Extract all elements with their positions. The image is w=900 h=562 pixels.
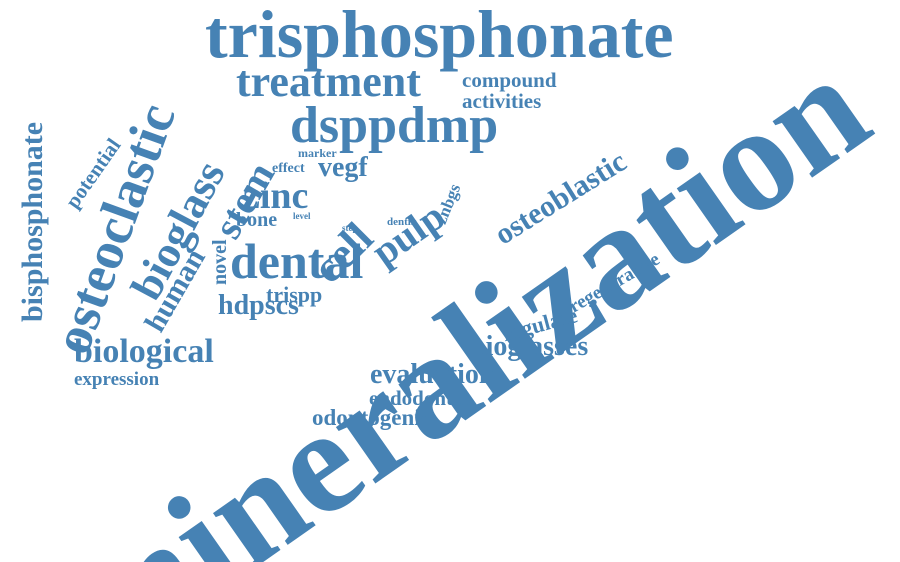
word-step: step — [342, 224, 358, 233]
word-dentin: dentin — [387, 217, 417, 228]
word-bisphosphonate: bisphosphonate — [18, 122, 48, 322]
word-znbgs: znbgs — [432, 181, 463, 226]
word-evaluation: evaluation — [370, 361, 494, 389]
word-level: level — [293, 212, 311, 221]
word-compound: compound — [462, 70, 557, 91]
word-dental: dental — [230, 236, 363, 286]
word-dsppdmp: dsppdmp — [290, 100, 498, 152]
word-bone: bone — [236, 210, 277, 230]
word-vegf: vegf — [318, 154, 368, 182]
word-novel: novel — [210, 239, 230, 285]
word-odontogenic: odontogenic — [312, 406, 431, 429]
word-trispp: trispp — [266, 284, 322, 306]
word-bioglasses: bioglasses — [470, 333, 588, 361]
word-biological: biological — [74, 335, 214, 369]
word-effect: effect — [272, 162, 305, 176]
word-expression: expression — [74, 370, 159, 389]
